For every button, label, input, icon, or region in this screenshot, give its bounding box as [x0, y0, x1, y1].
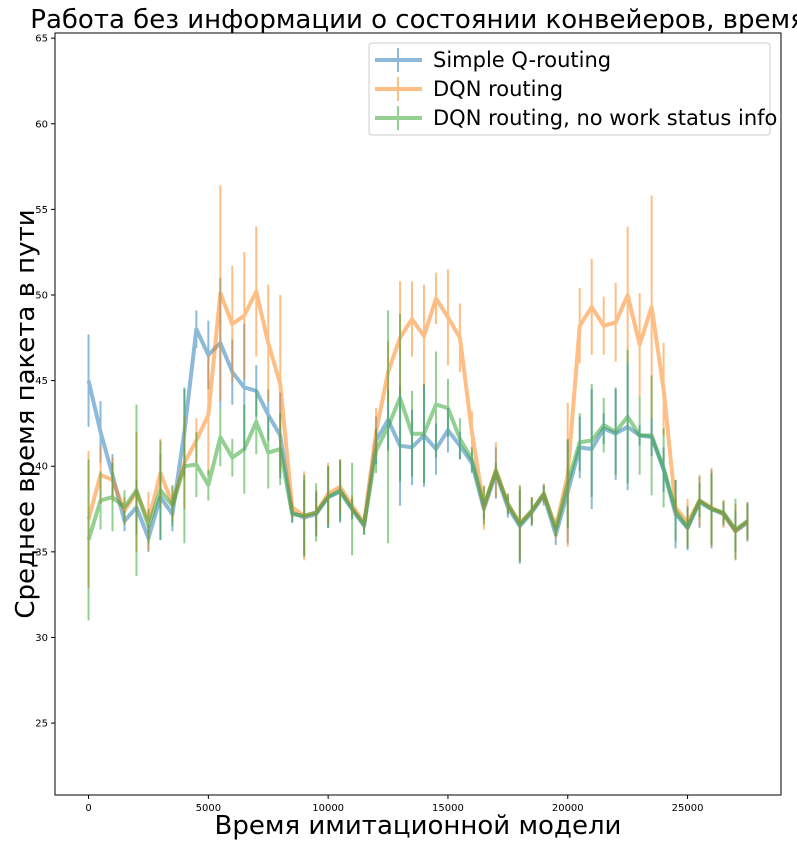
- series-layer: [86, 185, 749, 621]
- legend-label: DQN routing, no work status info: [433, 106, 777, 130]
- plot-area: [54, 32, 782, 796]
- legend-box: [368, 42, 771, 136]
- y-tick-label: 30: [35, 633, 48, 644]
- x-axis: 0 5000 10000 15000 20000 25000: [85, 795, 703, 814]
- x-axis-label: Время имитационной модели: [215, 811, 622, 841]
- legend-item: DQN routing: [375, 77, 563, 101]
- x-tick-label: 20000: [552, 803, 584, 814]
- y-axis: 25 30 35 40 45 50 55 60 65: [35, 34, 55, 730]
- y-tick-label: 65: [35, 34, 48, 45]
- legend-item: DQN routing, no work status info: [375, 106, 777, 130]
- y-tick-label: 60: [35, 119, 48, 130]
- legend-swatch: [375, 106, 422, 130]
- legend-swatch: [375, 77, 422, 101]
- series-line: [86, 289, 749, 534]
- x-tick-label: 10000: [312, 803, 344, 814]
- series-3: [86, 310, 749, 621]
- legend-label: DQN routing: [433, 77, 563, 101]
- legend-item: Simple Q-routing: [375, 48, 611, 72]
- y-tick-label: 25: [35, 719, 48, 730]
- x-tick-label: 25000: [672, 803, 704, 814]
- x-tick-label: 5000: [196, 803, 221, 814]
- y-tick-label: 50: [35, 290, 48, 301]
- legend: Simple Q-routing DQN routing DQN routing, …: [368, 42, 777, 136]
- x-tick-label: 15000: [432, 803, 464, 814]
- y-axis-label: Среднее время пакета в пути: [11, 209, 41, 618]
- y-tick-label: 55: [35, 205, 48, 216]
- y-tick-label: 40: [35, 462, 48, 473]
- series-line: [86, 395, 749, 541]
- legend-label: Simple Q-routing: [433, 48, 611, 72]
- y-tick-label: 35: [35, 547, 48, 558]
- legend-swatch: [375, 48, 422, 72]
- x-tick-label: 0: [85, 803, 91, 814]
- y-tick-label: 45: [35, 376, 48, 387]
- series-2: [86, 185, 749, 588]
- chart-title: Работа без информации о состоянии конвей…: [30, 5, 797, 35]
